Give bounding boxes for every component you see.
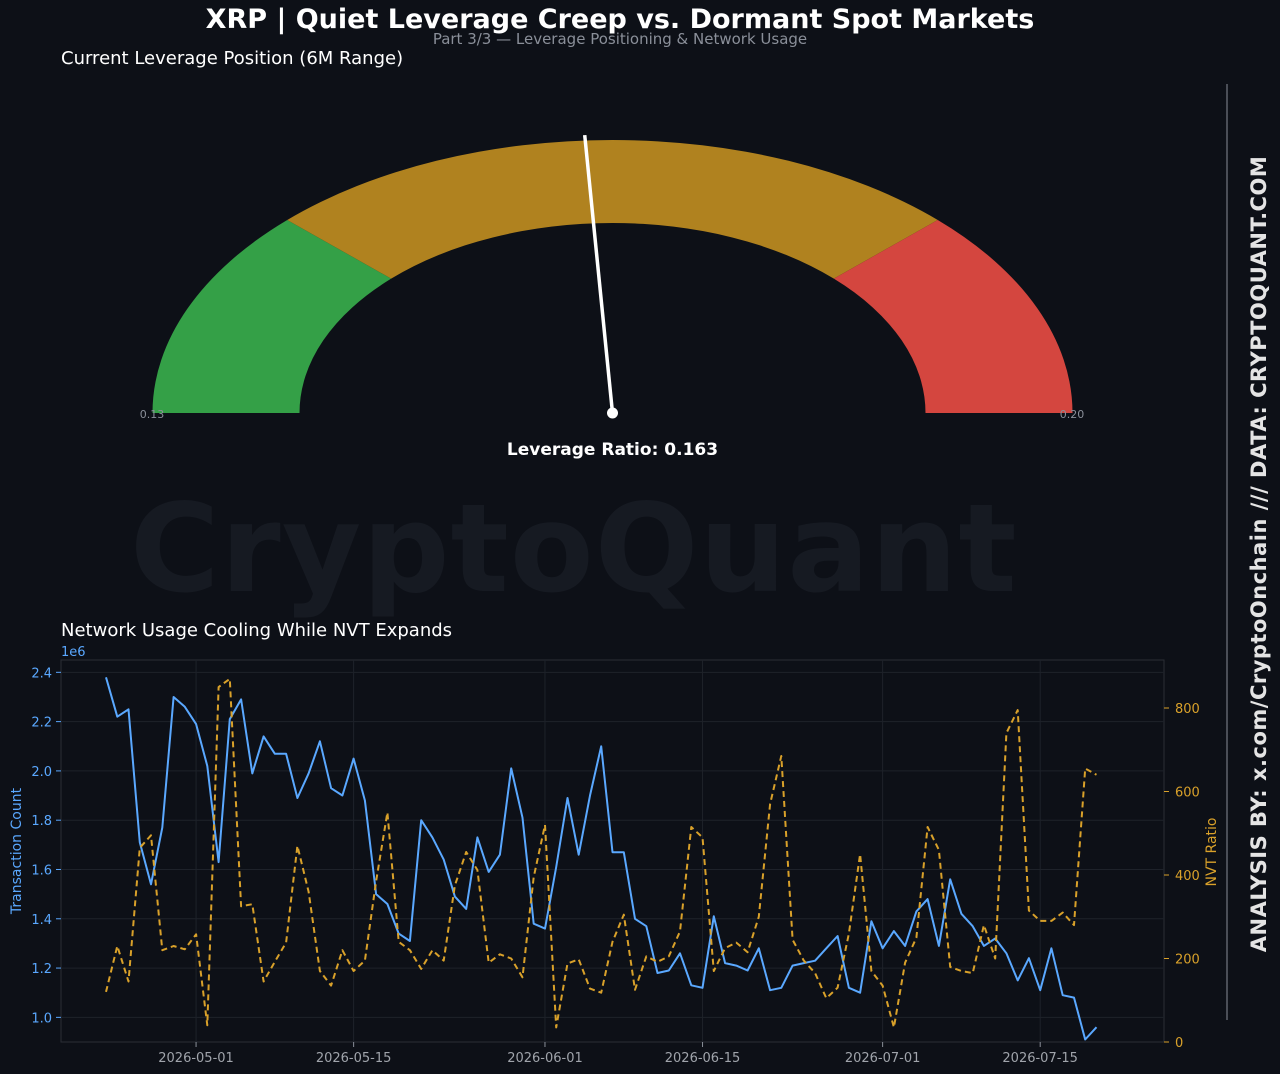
gauge-band-0 xyxy=(152,219,392,413)
nvt-ratio-line xyxy=(105,677,1097,1029)
y-left-axis-label: Transaction Count xyxy=(9,787,25,915)
y-left-tick-label-6: 2.2 xyxy=(31,716,52,731)
watermark: CryptoQuant xyxy=(130,478,1018,620)
gauge-panel-title: Current Leverage Position (6M Range) xyxy=(61,48,404,69)
gauge-band-2 xyxy=(833,219,1073,413)
gauge-value-label: Leverage Ratio: 0.163 xyxy=(507,440,718,460)
y-left-tick-label-4: 1.8 xyxy=(31,814,52,829)
chart-subtitle: Part 3/3 — Leverage Positioning & Networ… xyxy=(432,30,808,48)
y-right-tick-label-3: 600 xyxy=(1175,786,1200,801)
gauge-max-label: 0.20 xyxy=(1060,408,1085,421)
y-left-tick-label-0: 1.0 xyxy=(31,1011,52,1026)
y-right-tick-label-4: 800 xyxy=(1175,702,1200,717)
y-left-tick-label-2: 1.4 xyxy=(31,913,52,928)
y-left-tick-label-3: 1.6 xyxy=(31,863,52,878)
line-panel-title: Network Usage Cooling While NVT Expands xyxy=(61,620,453,641)
gauge-needle-hub xyxy=(607,407,618,419)
y-left-tick-label-1: 1.2 xyxy=(31,962,52,977)
y-left-tick-label-7: 2.4 xyxy=(31,666,52,681)
x-tick-label-3: 2026-06-15 xyxy=(665,1051,741,1066)
x-tick-label-4: 2026-07-01 xyxy=(845,1051,921,1066)
y-right-tick-label-2: 400 xyxy=(1175,869,1200,884)
chart-title: XRP | Quiet Leverage Creep vs. Dormant S… xyxy=(205,4,1035,35)
transaction-count-line xyxy=(105,677,1098,1041)
x-tick-label-0: 2026-05-01 xyxy=(158,1051,234,1066)
leverage-gauge: 0.13 0.20 Leverage Ratio: 0.163 xyxy=(140,134,1085,460)
x-tick-label-5: 2026-07-15 xyxy=(1002,1051,1078,1066)
side-divider xyxy=(1226,84,1228,1020)
gauge-needle xyxy=(582,134,615,414)
gauge-band-1 xyxy=(287,140,938,279)
y-left-tick-label-5: 2.0 xyxy=(31,765,52,780)
y-right-tick-label-1: 200 xyxy=(1175,953,1200,968)
x-tick-label-2: 2026-06-01 xyxy=(507,1051,583,1066)
y-left-offset-label: 1e6 xyxy=(61,645,86,660)
y-right-tick-label-0: 0 xyxy=(1175,1036,1183,1051)
x-tick-label-1: 2026-05-15 xyxy=(316,1051,392,1066)
y-right-axis-label: NVT Ratio xyxy=(1204,818,1220,887)
gauge-min-label: 0.13 xyxy=(140,408,165,421)
